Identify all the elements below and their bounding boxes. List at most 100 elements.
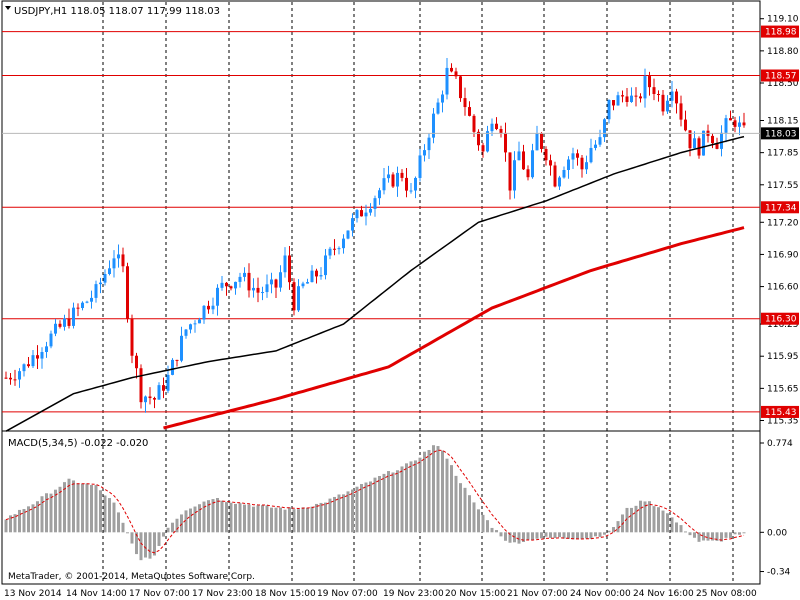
candle-body — [90, 297, 93, 302]
candle-body — [229, 286, 233, 289]
candle-body — [63, 318, 66, 327]
macd-bar — [337, 494, 341, 533]
macd-bar — [684, 531, 687, 533]
macd-bar — [94, 485, 98, 533]
macd-bar — [319, 502, 323, 533]
price-tick-label: 115.95 — [767, 352, 799, 362]
candle-body — [427, 137, 431, 151]
candle-body — [373, 198, 377, 209]
macd-bar — [243, 504, 246, 533]
copyright-text: MetaTrader, © 2001-2014, MetaQuotes Soft… — [8, 572, 255, 582]
candle-body — [468, 107, 471, 116]
macd-bar — [729, 532, 732, 538]
candle-body — [324, 255, 327, 276]
macd-tick-label: 0.774 — [767, 439, 793, 449]
candle-body — [400, 172, 404, 178]
macd-bar — [13, 514, 17, 533]
macd-bar — [135, 532, 138, 555]
candle-body — [535, 133, 539, 151]
candle-body — [675, 91, 678, 104]
macd-bar — [252, 506, 255, 533]
candle-body — [85, 301, 89, 303]
candle-body — [243, 272, 246, 277]
candle-body — [382, 178, 386, 191]
macd-bar — [72, 480, 75, 533]
macd-bar — [670, 517, 674, 533]
candle-body — [423, 150, 426, 156]
macd-bar — [468, 495, 471, 533]
candle-body — [639, 96, 642, 99]
candle-body — [148, 396, 152, 399]
macd-bar — [742, 532, 746, 534]
macd-bar — [472, 502, 476, 533]
candle-body — [198, 319, 201, 324]
macd-bar — [342, 494, 345, 533]
macd-bar — [360, 484, 363, 533]
candle-body — [117, 254, 120, 259]
macd-bar — [409, 461, 413, 533]
macd-bar — [148, 532, 152, 559]
dropdown-triangle-icon[interactable] — [5, 6, 11, 10]
candle-body — [580, 157, 584, 170]
candle-body — [355, 210, 359, 219]
candle-body — [697, 138, 701, 156]
candle-body — [657, 94, 660, 96]
macd-bar — [283, 509, 287, 533]
current-price-label: 118.03 — [765, 129, 797, 139]
candle-body — [36, 355, 39, 359]
candle-body — [558, 177, 561, 187]
macd-bar — [657, 507, 660, 533]
candle-body — [247, 272, 251, 291]
candle-body — [693, 138, 696, 149]
candle-body — [27, 364, 30, 367]
price-tick-label: 117.20 — [767, 218, 799, 228]
candle-body — [369, 208, 372, 213]
candle-body — [351, 218, 354, 231]
macd-bar — [265, 505, 269, 533]
candle-body — [477, 131, 480, 146]
candle-body — [139, 368, 143, 403]
candle-body — [216, 287, 219, 306]
candle-body — [297, 286, 300, 311]
candle-body — [225, 282, 228, 287]
candle-body — [733, 120, 737, 127]
candle-body — [490, 123, 494, 132]
macd-bar — [40, 496, 44, 533]
candle-body — [328, 248, 332, 256]
candle-body — [67, 318, 71, 326]
candle-body — [31, 355, 35, 367]
macd-bar — [315, 503, 318, 533]
macd-bar — [211, 499, 215, 533]
macd-bar — [108, 498, 111, 533]
candle-body — [499, 129, 503, 133]
level-tag — [761, 69, 799, 82]
macd-bar — [720, 532, 723, 542]
time-axis: 13 Nov 2014 14 Nov 14:00 17 Nov 07:00 17 No… — [4, 589, 757, 599]
candle-body — [364, 212, 368, 217]
candle-body — [553, 165, 557, 187]
candle-body — [621, 95, 624, 97]
macd-bar — [724, 532, 728, 538]
level-price-tags: 118.98 118.57 117.34 116.30 115.43 118.03 — [761, 25, 799, 418]
ma-fast-line — [5, 135, 745, 432]
macd-bar — [589, 532, 593, 539]
candle-body — [220, 282, 224, 288]
price-tick-label: 115.35 — [767, 417, 799, 427]
candle-body — [495, 123, 498, 130]
macd-bar — [400, 466, 404, 533]
macd-bar — [688, 532, 692, 536]
candle-body — [99, 282, 102, 285]
candle-body — [184, 329, 188, 336]
level-tag-label: 118.57 — [765, 72, 797, 82]
macd-bar — [256, 505, 260, 533]
macd-bar — [508, 532, 512, 543]
macd-bar — [531, 532, 534, 541]
candle-body — [396, 172, 399, 187]
macd-bar — [31, 504, 35, 533]
candle-body — [513, 160, 516, 191]
candle-body — [238, 276, 242, 282]
macd-bar — [405, 463, 408, 533]
candle-body — [585, 162, 588, 170]
candle-body — [679, 103, 683, 120]
macd-bar — [666, 513, 669, 533]
